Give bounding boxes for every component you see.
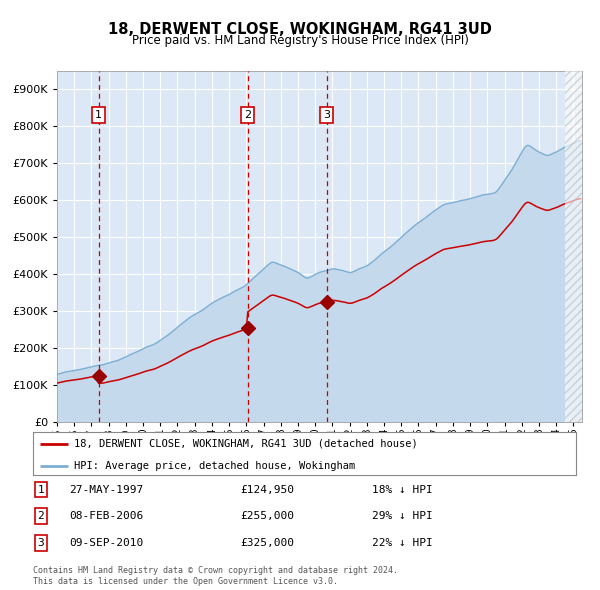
Text: 27-MAY-1997: 27-MAY-1997 bbox=[69, 485, 143, 494]
Text: HPI: Average price, detached house, Wokingham: HPI: Average price, detached house, Woki… bbox=[74, 461, 355, 471]
Text: 2: 2 bbox=[244, 110, 251, 120]
Text: This data is licensed under the Open Government Licence v3.0.: This data is licensed under the Open Gov… bbox=[33, 577, 338, 586]
Text: £255,000: £255,000 bbox=[240, 512, 294, 521]
Text: Contains HM Land Registry data © Crown copyright and database right 2024.: Contains HM Land Registry data © Crown c… bbox=[33, 566, 398, 575]
Text: 18, DERWENT CLOSE, WOKINGHAM, RG41 3UD (detached house): 18, DERWENT CLOSE, WOKINGHAM, RG41 3UD (… bbox=[74, 439, 418, 449]
Text: 18% ↓ HPI: 18% ↓ HPI bbox=[372, 485, 433, 494]
Text: £124,950: £124,950 bbox=[240, 485, 294, 494]
Text: 1: 1 bbox=[95, 110, 102, 120]
Text: 22% ↓ HPI: 22% ↓ HPI bbox=[372, 538, 433, 548]
Text: 2: 2 bbox=[37, 512, 44, 521]
Text: 08-FEB-2006: 08-FEB-2006 bbox=[69, 512, 143, 521]
Text: 18, DERWENT CLOSE, WOKINGHAM, RG41 3UD: 18, DERWENT CLOSE, WOKINGHAM, RG41 3UD bbox=[108, 22, 492, 37]
Text: 29% ↓ HPI: 29% ↓ HPI bbox=[372, 512, 433, 521]
Text: 1: 1 bbox=[37, 485, 44, 494]
Polygon shape bbox=[565, 71, 582, 422]
Text: 09-SEP-2010: 09-SEP-2010 bbox=[69, 538, 143, 548]
Text: Price paid vs. HM Land Registry's House Price Index (HPI): Price paid vs. HM Land Registry's House … bbox=[131, 34, 469, 47]
Text: 3: 3 bbox=[323, 110, 330, 120]
Text: £325,000: £325,000 bbox=[240, 538, 294, 548]
Text: 3: 3 bbox=[37, 538, 44, 548]
